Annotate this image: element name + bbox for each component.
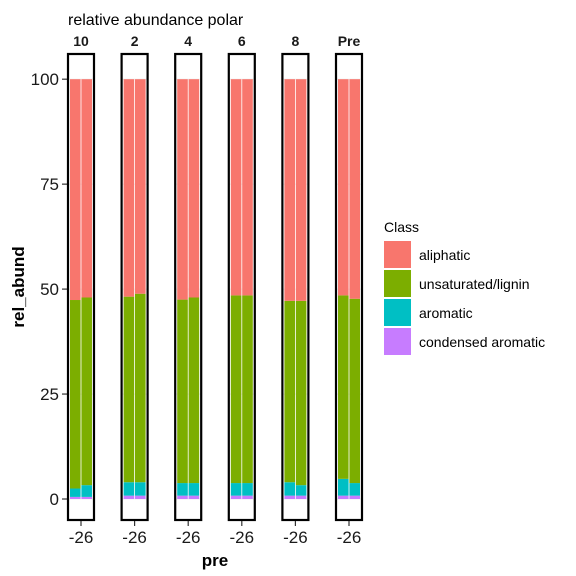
y-tick-label: 75 [40,175,59,194]
bar-segment-aromatic [338,479,349,496]
bar-segment-aliphatic [231,79,242,295]
bar-segment-aromatic [242,483,253,496]
bar-segment-condensed-aromatic [242,496,253,499]
facet-panel-8: 8 -26 [282,33,308,547]
facet-strip-label: Pre [338,33,361,49]
bar-segment-aromatic [296,485,307,495]
chart-title: relative abundance polar [68,12,244,29]
bar-segment-condensed-aromatic [70,497,81,499]
y-tick-label: 25 [40,385,59,404]
bar-segment-unsaturated-lignin [189,297,200,483]
legend-label: aliphatic [419,247,470,263]
legend-title: Class [384,219,419,235]
bar-segment-unsaturated-lignin [349,299,360,483]
bar-segment-aromatic [177,483,188,496]
y-tick-label: 50 [40,280,59,299]
bar-segment-aromatic [81,485,92,497]
bar-segment-unsaturated-lignin [338,295,349,478]
x-axis-title: pre [202,551,228,570]
bar-segment-condensed-aromatic [124,496,135,499]
bar-segment-condensed-aromatic [231,496,242,499]
bar-segment-aliphatic [338,79,349,295]
y-axis-title: rel_abund [9,246,28,327]
facet-panel-4: 4 -26 [175,33,201,547]
x-tick-label: -26 [230,528,255,547]
facet-strip-label: 10 [73,33,89,49]
legend-label: unsaturated/lignin [419,276,530,292]
bar-segment-aromatic [284,482,295,495]
facet-strip-label: 4 [184,33,192,49]
bar-segment-aliphatic [81,79,92,297]
bar-segment-aliphatic [177,79,188,299]
x-tick-label: -26 [283,528,308,547]
facet-strip-label: 8 [292,33,300,49]
facet-panel-2: 2 -26 [122,33,148,547]
bar-segment-unsaturated-lignin [242,295,253,483]
bar-segment-unsaturated-lignin [135,294,146,482]
legend-label: condensed aromatic [419,334,545,350]
x-tick-label: -26 [176,528,201,547]
bar-segment-unsaturated-lignin [296,301,307,485]
facet-strip-label: 2 [131,33,139,49]
bar-segment-condensed-aromatic [81,497,92,499]
bar-segment-aliphatic [124,79,135,296]
bar-segment-aromatic [70,489,81,497]
bar-segment-aliphatic [70,79,81,300]
bar-segment-aromatic [135,482,146,495]
legend-key-aromatic [384,299,411,326]
bar-segment-aromatic [349,483,360,496]
bar-segment-aliphatic [135,79,146,294]
y-tick-label: 0 [50,490,59,509]
legend-key-condensed-aromatic [384,328,411,355]
bar-segment-aliphatic [284,79,295,301]
facet-panel-10: 10 -26 [68,33,94,547]
bar-segment-aromatic [231,483,242,496]
bar-segment-aliphatic [189,79,200,297]
facet-strip-label: 6 [238,33,246,49]
bar-segment-aromatic [124,482,135,495]
bar-segment-unsaturated-lignin [124,297,135,483]
y-axis: 0 25 50 75 100 [31,70,67,509]
bar-segment-condensed-aromatic [349,496,360,499]
legend: Class aliphatic unsaturated/lignin aromati… [384,219,545,355]
bar-segment-aliphatic [242,79,253,295]
bar-segment-aliphatic [349,79,360,299]
bar-segment-condensed-aromatic [135,496,146,499]
bar-segment-condensed-aromatic [338,496,349,499]
bar-segment-unsaturated-lignin [231,295,242,483]
bar-segment-aromatic [189,483,200,496]
x-tick-label: -26 [69,528,94,547]
legend-label: aromatic [419,305,473,321]
y-tick-label: 100 [31,70,59,89]
bar-segment-condensed-aromatic [284,496,295,499]
bar-segment-unsaturated-lignin [177,300,188,483]
facet-panel-Pre: Pre -26 [336,33,362,547]
x-tick-label: -26 [122,528,147,547]
legend-key-aliphatic [384,241,411,268]
bar-segment-condensed-aromatic [177,496,188,499]
x-tick-label: -26 [337,528,362,547]
bar-segment-aliphatic [296,79,307,301]
bar-segment-unsaturated-lignin [81,297,92,485]
bar-segment-condensed-aromatic [189,496,200,499]
facet-panel-6: 6 -26 [229,33,255,547]
facet-panels: 10 -26 2 -26 4 -26 6 -26 8 -26 Pre -26 [68,33,362,547]
bar-segment-unsaturated-lignin [70,300,81,488]
bar-segment-unsaturated-lignin [284,301,295,482]
bar-segment-condensed-aromatic [296,496,307,499]
legend-key-unsaturated-lignin [384,270,411,297]
